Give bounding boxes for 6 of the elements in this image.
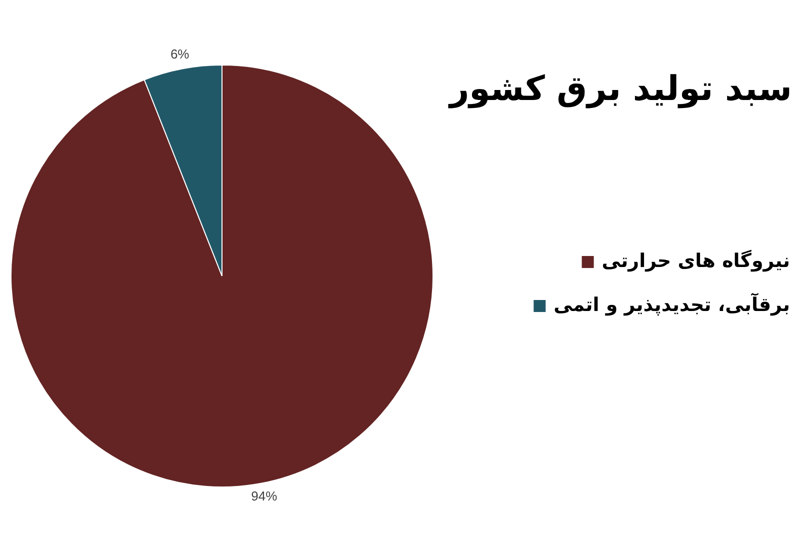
data-label: 6% [170,46,190,62]
legend-label: نیروگاه های حرارتی [602,249,790,272]
text: سبد تولید برق کشور [448,69,792,109]
legend-label: برقآبی، تجدیدپذیر و اتمی [554,292,790,316]
data-label: 94% [251,488,278,504]
pie-slice [10,64,434,488]
